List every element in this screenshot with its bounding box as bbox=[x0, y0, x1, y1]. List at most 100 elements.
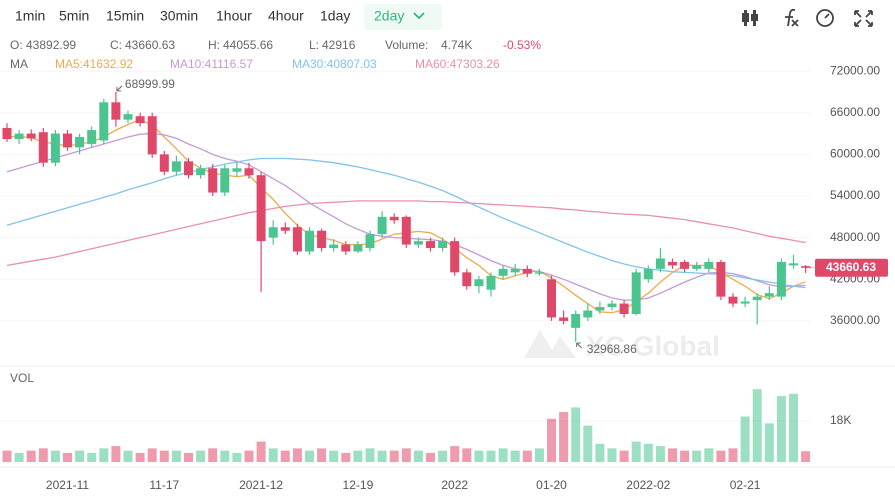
interval-button[interactable]: 1hour bbox=[216, 8, 252, 24]
interval-button[interactable]: 1min bbox=[15, 8, 45, 24]
ma-line bbox=[6, 157, 806, 289]
volume-bar bbox=[740, 416, 750, 462]
open-label: O: bbox=[10, 38, 23, 52]
candle-body bbox=[401, 216, 411, 245]
volume-bar bbox=[522, 450, 532, 462]
volume-bar bbox=[583, 425, 593, 462]
candle-body bbox=[220, 168, 230, 193]
indicator-icon[interactable] bbox=[742, 10, 758, 26]
low-marker bbox=[576, 342, 583, 349]
candle-body bbox=[522, 268, 532, 274]
volume-bar bbox=[486, 450, 496, 462]
volume-bar bbox=[2, 450, 12, 462]
candle-body bbox=[268, 227, 278, 238]
candle-body bbox=[159, 154, 169, 172]
candle-body bbox=[208, 168, 218, 193]
ma-legend: MA30:40807.03 bbox=[292, 57, 377, 71]
interval-button[interactable]: 15min bbox=[106, 8, 144, 24]
low-value: 42916 bbox=[322, 38, 356, 52]
volume-bar bbox=[280, 450, 290, 462]
dropdown-arrow[interactable] bbox=[413, 12, 425, 20]
volume-bar bbox=[474, 450, 484, 462]
volume-tick-label: 18K bbox=[830, 413, 851, 427]
candle-body bbox=[571, 313, 581, 328]
date-label: 12-19 bbox=[343, 478, 374, 492]
volume-bar bbox=[631, 441, 641, 462]
interval-button[interactable]: 4hour bbox=[268, 8, 304, 24]
candle-body bbox=[486, 275, 496, 290]
volume-bar bbox=[510, 450, 520, 462]
ma-line bbox=[6, 200, 806, 267]
candle-body bbox=[14, 133, 24, 140]
candle-body bbox=[377, 216, 387, 235]
low-label: 32968.86 bbox=[587, 342, 637, 356]
volume-bar bbox=[75, 450, 85, 462]
open-value: 43892.99 bbox=[26, 38, 76, 52]
volume-bar bbox=[789, 393, 798, 462]
volume-bar bbox=[99, 448, 109, 462]
interval-button[interactable]: 1day bbox=[320, 8, 350, 24]
candle-body bbox=[655, 258, 665, 269]
volume-bar bbox=[413, 450, 423, 462]
ma-legend: MA5:41632.92 bbox=[55, 57, 133, 71]
candle-body bbox=[534, 272, 544, 274]
candle-body bbox=[2, 127, 12, 140]
price-tick-label: 60000.00 bbox=[830, 147, 880, 161]
volume-bar bbox=[341, 452, 351, 462]
candle-body bbox=[123, 114, 133, 120]
settings-icon[interactable] bbox=[816, 9, 834, 27]
volume-value: 4.74K bbox=[441, 38, 472, 52]
candle-body bbox=[583, 310, 593, 318]
volume-bar bbox=[426, 452, 435, 462]
volume-bar bbox=[704, 448, 714, 462]
volume-bar bbox=[595, 443, 605, 462]
candle-body bbox=[196, 168, 206, 176]
interval-button[interactable]: 2day bbox=[374, 8, 404, 24]
candle-body bbox=[353, 244, 363, 252]
candle-body bbox=[50, 133, 60, 163]
volume-bar bbox=[752, 389, 762, 462]
candle-body bbox=[716, 261, 726, 297]
volume-bar bbox=[220, 450, 230, 462]
volume-bar bbox=[159, 450, 169, 462]
volume-bar bbox=[14, 452, 24, 462]
formula-icon[interactable] bbox=[785, 8, 799, 27]
volume-bar bbox=[438, 450, 448, 462]
high-marker bbox=[116, 85, 123, 92]
date-label: 11-17 bbox=[149, 478, 179, 492]
candle-body bbox=[256, 175, 266, 242]
candle-body bbox=[244, 168, 254, 176]
volume-label: Volume: bbox=[385, 38, 428, 52]
candle-body bbox=[789, 263, 798, 266]
candle-body bbox=[171, 161, 181, 172]
volume-bar bbox=[377, 450, 387, 462]
active-interval-bg[interactable] bbox=[364, 4, 442, 30]
volume-bar bbox=[728, 448, 738, 462]
candle-body bbox=[99, 102, 109, 141]
candle-body bbox=[559, 317, 569, 321]
candle-body bbox=[668, 261, 677, 266]
interval-button[interactable]: 5min bbox=[59, 8, 89, 24]
volume-label: VOL bbox=[10, 371, 34, 385]
volume-bar bbox=[305, 450, 314, 462]
candle-body bbox=[341, 244, 351, 252]
candle-body bbox=[728, 296, 738, 304]
candle-body bbox=[147, 116, 157, 155]
candle-body bbox=[704, 261, 714, 269]
watermark-logo bbox=[524, 330, 576, 358]
interval-button[interactable]: 30min bbox=[160, 8, 198, 24]
high-label: H: bbox=[208, 38, 220, 52]
volume-bar bbox=[776, 396, 786, 462]
volume-bar bbox=[450, 446, 460, 462]
candle-body bbox=[38, 132, 48, 163]
volume-bar bbox=[764, 423, 774, 462]
current-price: 43660.63 bbox=[826, 260, 876, 274]
date-label: 2021-11 bbox=[46, 478, 89, 492]
volume-bar bbox=[50, 450, 60, 462]
volume-bar bbox=[329, 450, 339, 462]
fullscreen-icon[interactable] bbox=[854, 10, 873, 27]
volume-bar bbox=[292, 448, 302, 462]
candle-body bbox=[87, 130, 97, 144]
volume-bar bbox=[716, 450, 726, 462]
volume-bar bbox=[534, 448, 544, 462]
